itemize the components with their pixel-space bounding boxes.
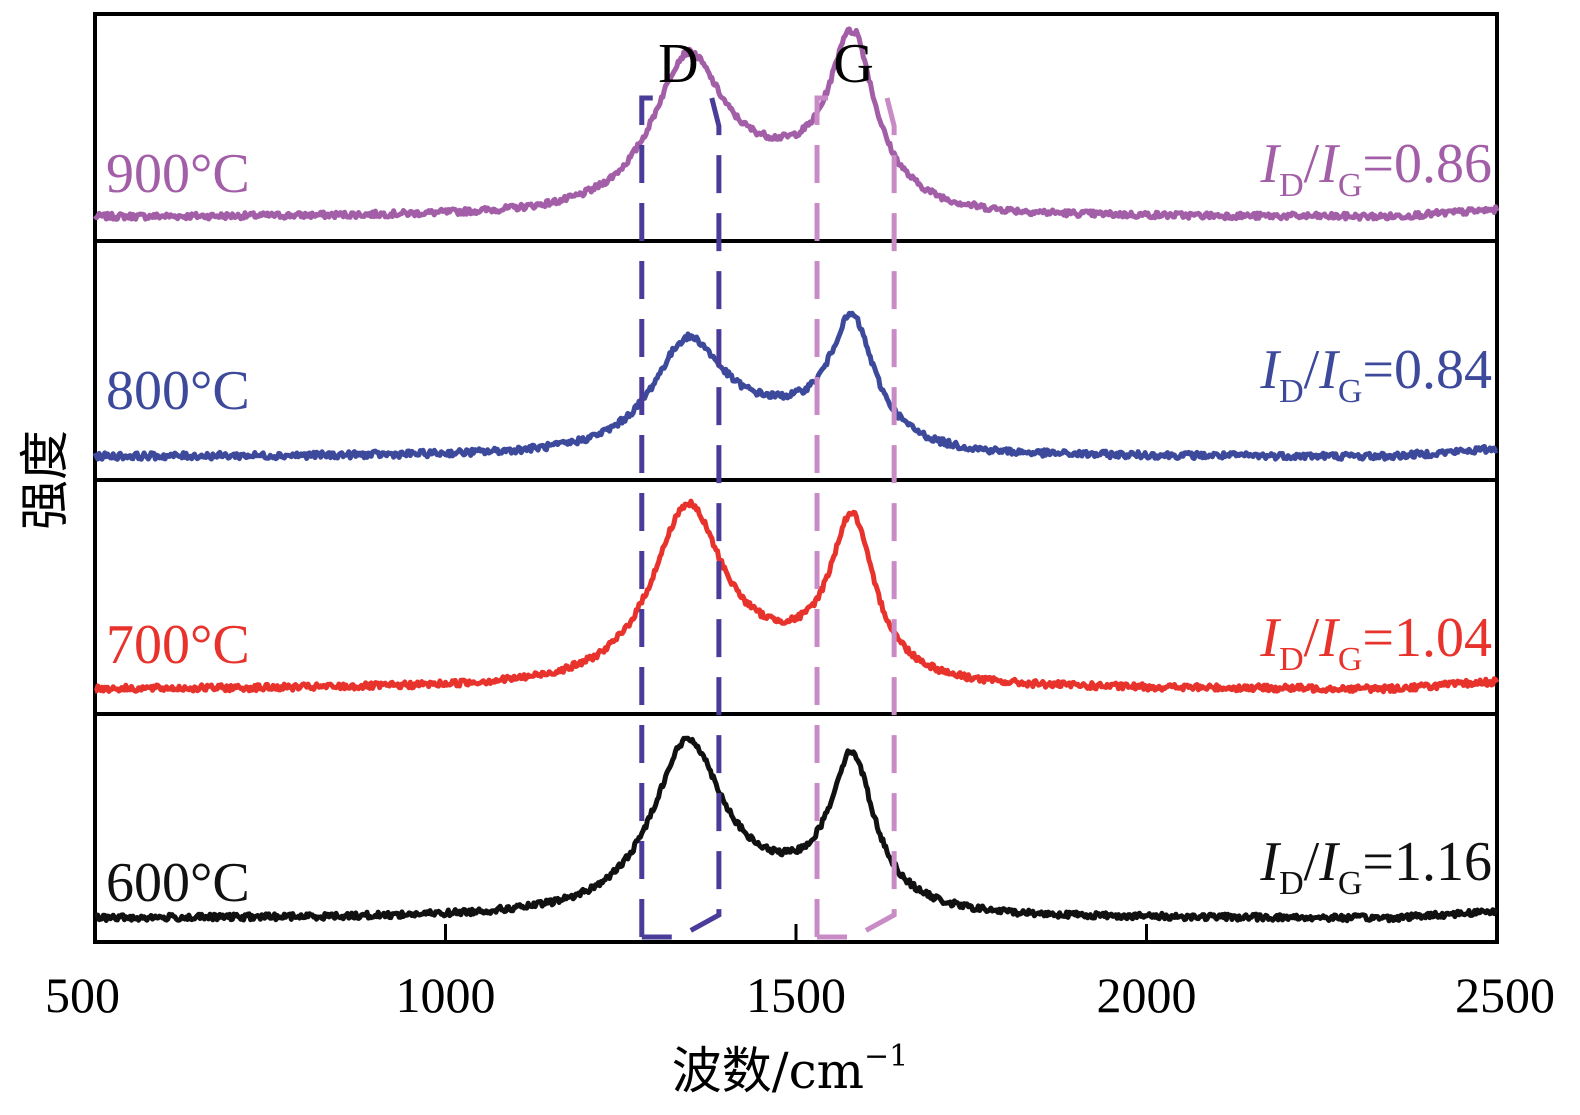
peak-box-d-right (677, 97, 722, 940)
series-layer (92, 26, 1500, 924)
series-line-800c (92, 310, 1499, 462)
peak-label-g: G (833, 33, 873, 95)
series-line-900c (92, 26, 1500, 222)
ratio-label-2: ID/IG=0.84 (1259, 339, 1492, 410)
x-tick-label-2000: 2000 (1097, 967, 1197, 1023)
peak-box-g-left (814, 95, 844, 937)
series-line-600c (93, 735, 1499, 924)
x-axis-title-main: 波数/cm (672, 1042, 864, 1100)
peak-label-d: D (658, 33, 698, 95)
labels-layer: 900°C ID/IG=0.86 800°C ID/IG=0.84 700°C ID/IG… (106, 33, 1492, 914)
x-axis-title-sup: −1 (864, 1039, 908, 1074)
ratio-label-4: ID/IG=1.16 (1259, 831, 1492, 902)
x-tick-label-2500: 2500 (1455, 967, 1555, 1023)
peak-boxes (639, 95, 897, 940)
peak-box-d-left (639, 95, 668, 937)
ratio-label-1: ID/IG=0.86 (1259, 133, 1492, 204)
ratio-label-3: ID/IG=1.04 (1259, 607, 1492, 678)
panel-dividers (95, 239, 1497, 716)
y-axis-title: 强度 (16, 430, 74, 530)
x-tick-label-1000: 1000 (396, 967, 496, 1023)
series-name-4: 600°C (106, 852, 250, 914)
x-tick-label-1500: 1500 (746, 967, 846, 1023)
series-line-700c (93, 498, 1500, 695)
x-axis: 500 1000 1500 2000 2500 (45, 924, 1555, 1023)
x-axis-title: 波数/cm−1 (672, 1039, 909, 1100)
peak-box-g-right (852, 97, 897, 940)
series-name-3: 700°C (106, 614, 250, 676)
x-tick-label-500: 500 (45, 967, 120, 1023)
series-name-1: 900°C (106, 143, 250, 205)
series-name-2: 800°C (106, 360, 250, 422)
